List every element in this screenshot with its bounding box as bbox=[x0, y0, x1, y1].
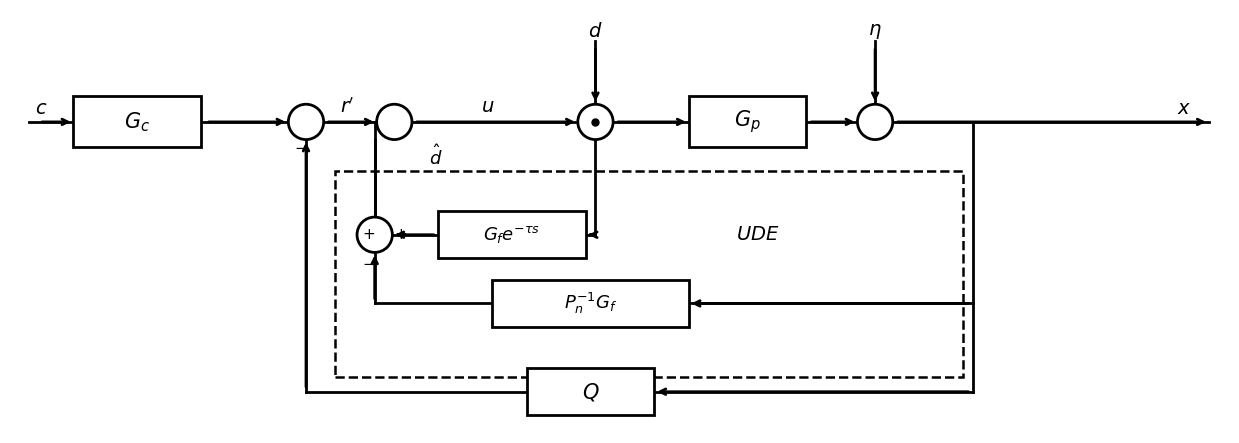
Text: $\hat{d}$: $\hat{d}$ bbox=[429, 144, 442, 169]
Text: $r'$: $r'$ bbox=[339, 96, 354, 116]
Bar bbox=[336, 171, 964, 377]
Text: $G_p$: $G_p$ bbox=[735, 109, 761, 135]
Circle shape bbox=[577, 104, 613, 140]
Text: $-$: $-$ bbox=[294, 139, 307, 154]
Circle shape bbox=[377, 104, 413, 140]
Circle shape bbox=[357, 217, 393, 253]
Bar bbox=[439, 211, 586, 258]
Text: $\eta$: $\eta$ bbox=[869, 22, 882, 41]
Bar bbox=[527, 368, 654, 415]
Bar bbox=[492, 280, 689, 327]
Text: $P_n^{-1}G_f$: $P_n^{-1}G_f$ bbox=[564, 291, 617, 316]
Text: $G_c$: $G_c$ bbox=[124, 110, 150, 134]
Text: $UDE$: $UDE$ bbox=[736, 225, 779, 244]
Text: $G_f e^{-\tau s}$: $G_f e^{-\tau s}$ bbox=[483, 224, 540, 245]
Bar bbox=[73, 97, 201, 148]
Text: $u$: $u$ bbox=[481, 97, 494, 116]
Circle shape bbox=[289, 104, 323, 140]
Text: $Q$: $Q$ bbox=[582, 381, 600, 403]
Text: $x$: $x$ bbox=[1177, 99, 1191, 118]
Text: $-$: $-$ bbox=[362, 255, 375, 270]
Bar bbox=[689, 97, 807, 148]
Text: $c$: $c$ bbox=[35, 99, 47, 118]
Text: $+$: $+$ bbox=[362, 227, 375, 242]
Text: $d$: $d$ bbox=[589, 22, 602, 41]
Text: $+$: $+$ bbox=[394, 227, 406, 242]
Circle shape bbox=[857, 104, 893, 140]
